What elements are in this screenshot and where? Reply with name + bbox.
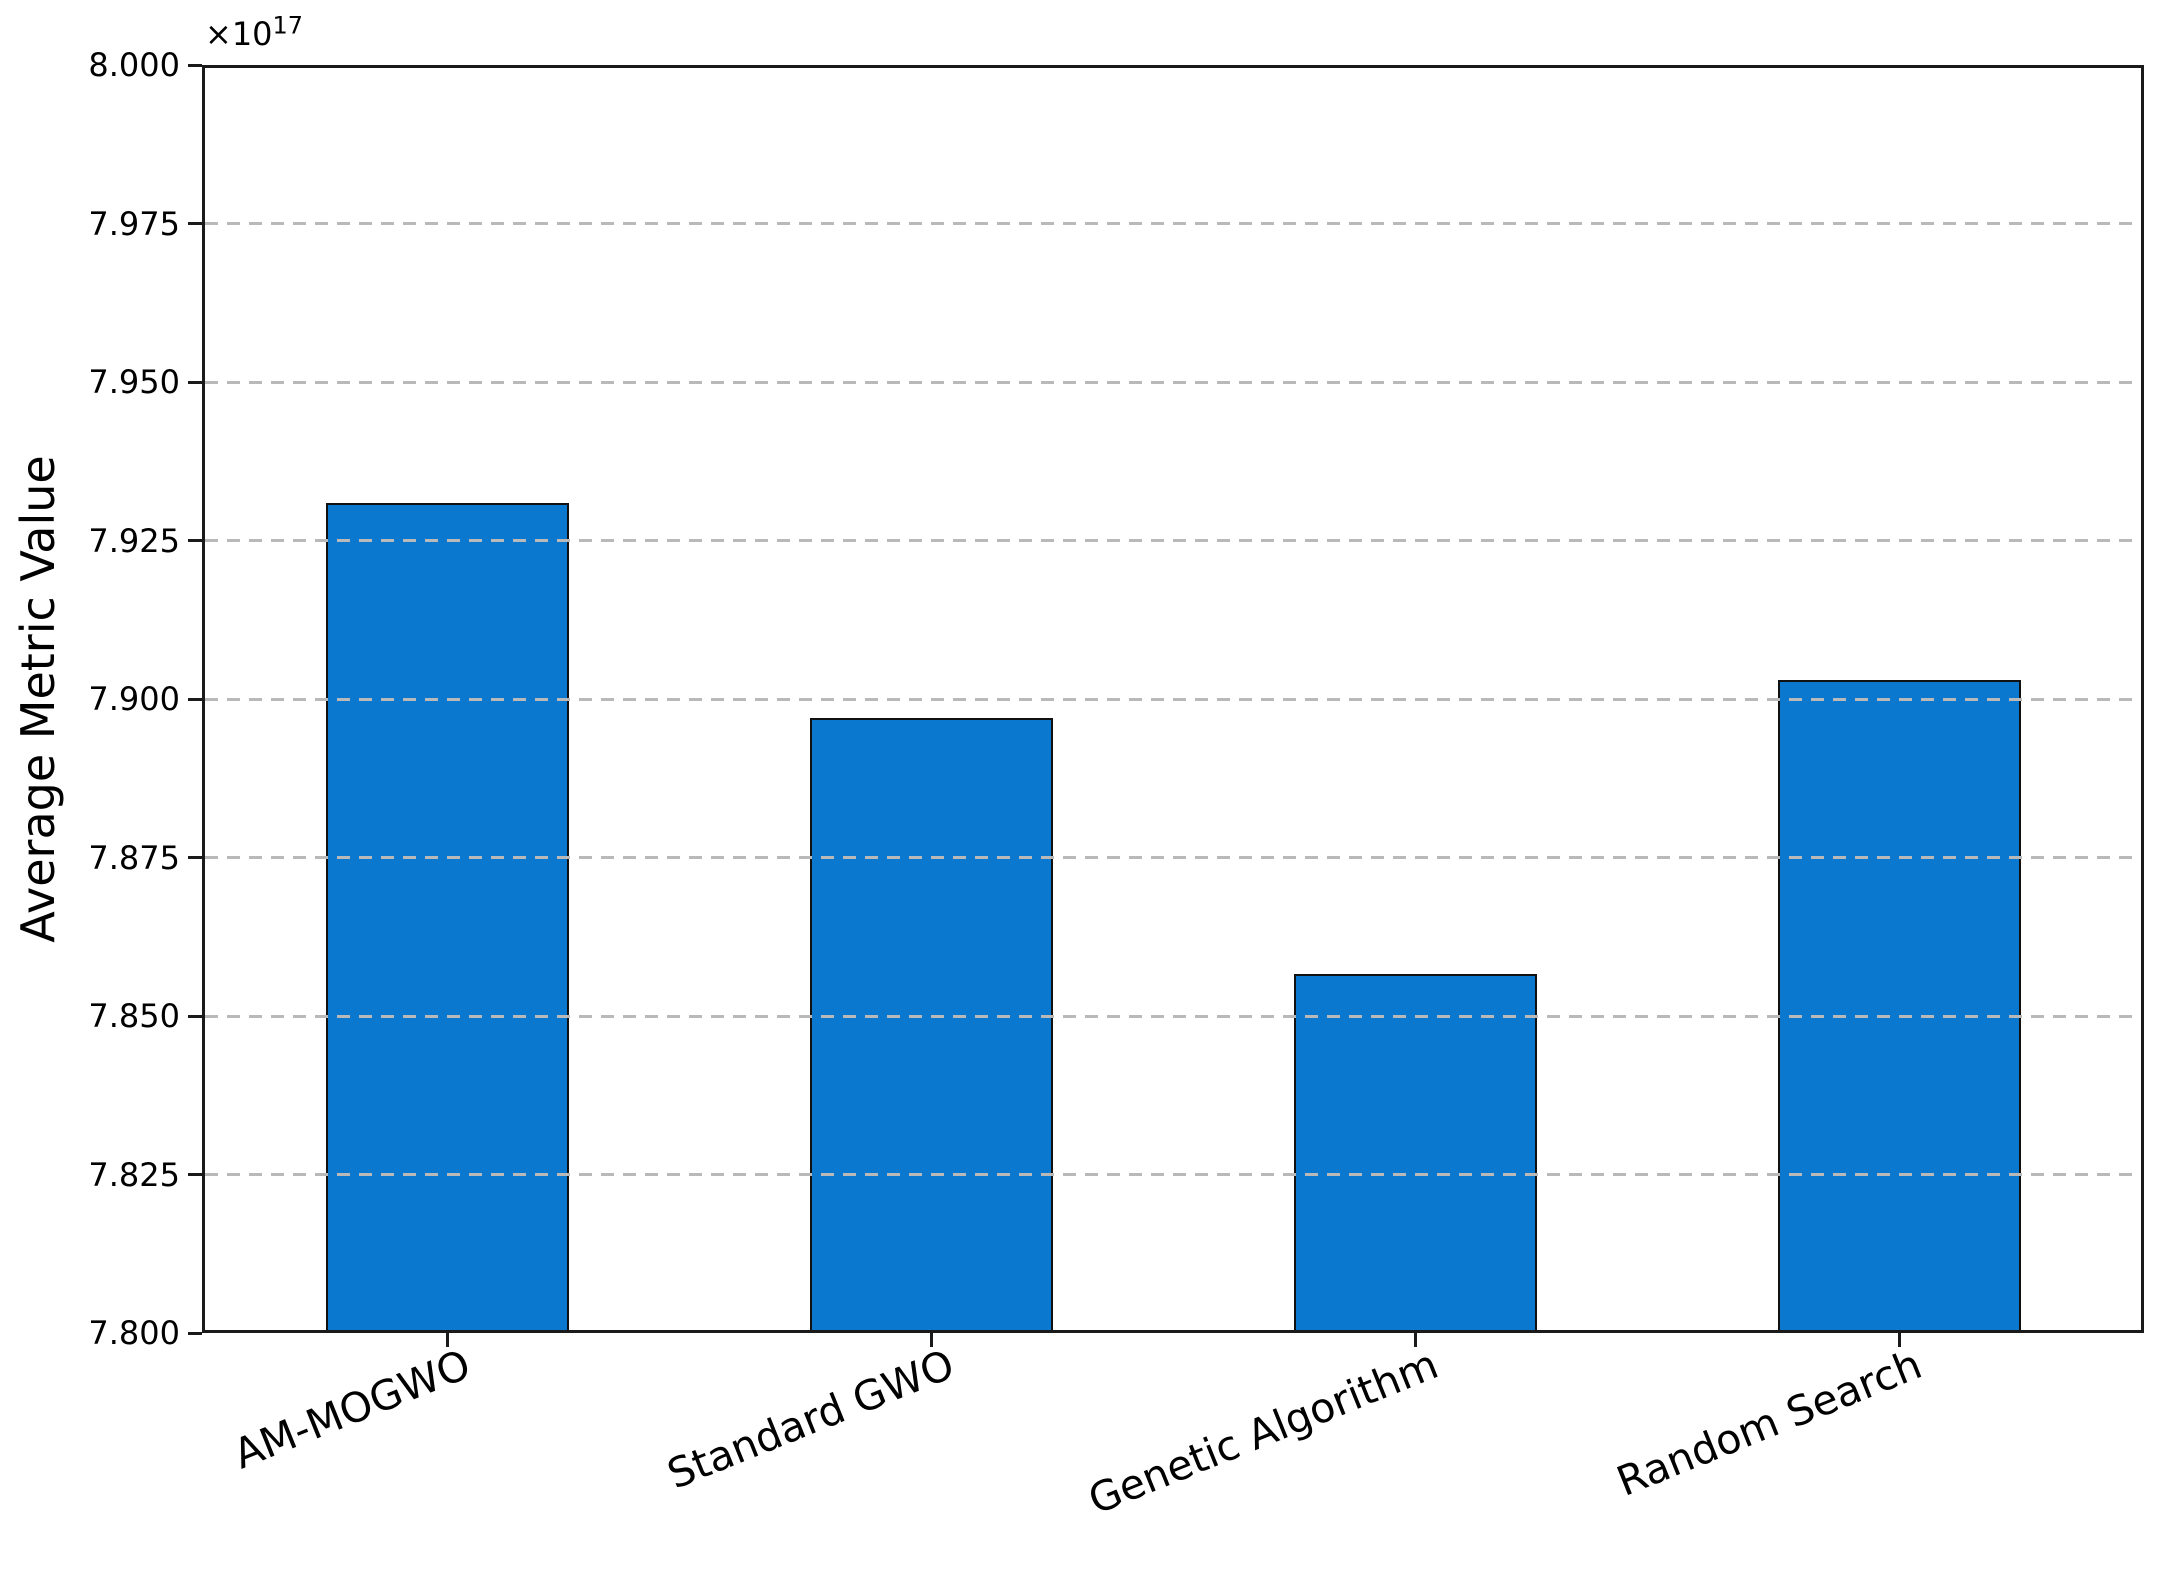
y-tick-mark — [188, 1331, 202, 1335]
bar — [1293, 973, 1537, 1330]
plot-area — [202, 65, 2144, 1333]
y-gridline — [205, 380, 2141, 384]
y-tick-label: 7.975 — [88, 204, 180, 243]
bars-layer — [205, 68, 2141, 1330]
offset-base: ×10 — [205, 15, 273, 53]
x-tick-label: Random Search — [1610, 1340, 1929, 1506]
x-tick-label: Standard GWO — [660, 1340, 961, 1499]
offset-exponent: 17 — [272, 11, 304, 40]
x-tick-label: AM-MOGWO — [226, 1340, 477, 1479]
y-tick-label: 8.000 — [88, 46, 180, 84]
y-gridline — [205, 539, 2141, 542]
x-tick-label: Genetic Algorithm — [1081, 1340, 1445, 1524]
bar — [1777, 680, 2021, 1330]
y-tick-mark — [188, 539, 202, 542]
x-tick-mark — [445, 1333, 449, 1347]
y-tick-label: 7.900 — [88, 680, 180, 718]
y-gridline — [205, 1173, 2141, 1176]
y-tick-label: 7.850 — [88, 997, 180, 1035]
y-tick-mark — [188, 63, 202, 67]
bar — [325, 503, 569, 1330]
y-gridline — [205, 856, 2141, 859]
x-tick-mark — [929, 1333, 933, 1347]
y-tick-mark — [188, 856, 202, 859]
y-tick-mark — [188, 222, 202, 225]
y-tick-label: 7.950 — [88, 363, 180, 401]
y-tick-label: 7.800 — [88, 1314, 180, 1352]
y-tick-label: 7.875 — [88, 838, 180, 877]
y-gridline — [205, 697, 2141, 701]
y-tick-mark — [188, 697, 202, 701]
x-tick-mark — [1413, 1333, 1417, 1347]
y-tick-label: 7.825 — [88, 1155, 180, 1194]
y-tick-mark — [188, 1014, 202, 1018]
y-gridline — [205, 222, 2141, 225]
grid-layer — [205, 68, 2141, 1330]
y-tick-mark — [188, 1173, 202, 1176]
y-axis-offset-text: ×1017 — [205, 13, 303, 53]
y-tick-mark — [188, 380, 202, 384]
bar — [809, 717, 1053, 1330]
x-tick-mark — [1897, 1333, 1901, 1347]
y-tick-label: 7.925 — [88, 521, 180, 560]
y-gridline — [205, 1014, 2141, 1018]
